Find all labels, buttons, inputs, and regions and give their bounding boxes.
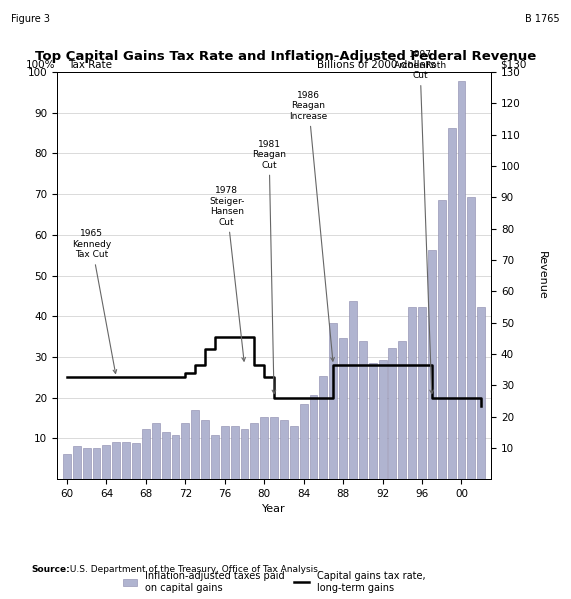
Bar bbox=[477, 307, 485, 479]
Bar bbox=[102, 444, 110, 479]
Bar bbox=[73, 446, 81, 479]
Bar bbox=[211, 435, 219, 479]
Text: Billions of 2000 dollars: Billions of 2000 dollars bbox=[317, 60, 436, 70]
Text: 1981
Reagan
Cut: 1981 Reagan Cut bbox=[252, 140, 286, 394]
Bar bbox=[260, 416, 268, 479]
Bar bbox=[152, 423, 160, 479]
Bar bbox=[251, 423, 258, 479]
Bar bbox=[399, 341, 406, 479]
Bar bbox=[329, 322, 337, 479]
Bar bbox=[270, 416, 278, 479]
Text: Top Capital Gains Tax Rate and Inflation-Adjusted Federal Revenue: Top Capital Gains Tax Rate and Inflation… bbox=[35, 50, 536, 63]
Bar bbox=[142, 429, 150, 479]
Text: Tax Rate: Tax Rate bbox=[68, 60, 112, 70]
Bar bbox=[240, 429, 248, 479]
Bar bbox=[290, 426, 297, 479]
Text: 1997
Archer-Roth
Cut: 1997 Archer-Roth Cut bbox=[393, 50, 447, 394]
Text: 1978
Steiger-
Hansen
Cut: 1978 Steiger- Hansen Cut bbox=[209, 186, 246, 361]
Text: 1965
Kennedy
Tax Cut: 1965 Kennedy Tax Cut bbox=[72, 229, 116, 373]
Bar bbox=[438, 200, 446, 479]
Bar bbox=[319, 376, 327, 479]
Bar bbox=[379, 360, 387, 479]
Text: Figure 3: Figure 3 bbox=[11, 14, 50, 25]
Bar bbox=[428, 250, 436, 479]
Text: U.S. Department of the Treasury, Office of Tax Analysis.: U.S. Department of the Treasury, Office … bbox=[67, 565, 320, 574]
Bar bbox=[83, 448, 91, 479]
Bar bbox=[112, 441, 120, 479]
Bar bbox=[457, 81, 465, 479]
Bar bbox=[300, 404, 308, 479]
Bar bbox=[280, 420, 288, 479]
Bar bbox=[191, 410, 199, 479]
Bar bbox=[418, 307, 426, 479]
Bar bbox=[448, 128, 456, 479]
Bar bbox=[309, 395, 317, 479]
Bar bbox=[122, 441, 130, 479]
Bar bbox=[231, 426, 239, 479]
Bar bbox=[369, 363, 377, 479]
Bar bbox=[162, 432, 170, 479]
Text: 1986
Reagan
Increase: 1986 Reagan Increase bbox=[289, 91, 335, 361]
Bar bbox=[359, 341, 367, 479]
X-axis label: Year: Year bbox=[262, 504, 286, 515]
Text: 100%: 100% bbox=[26, 60, 55, 70]
Legend: Inflation-adjusted taxes paid
on capital gains, Capital gains tax rate,
long-ter: Inflation-adjusted taxes paid on capital… bbox=[119, 567, 429, 597]
Text: B 1765: B 1765 bbox=[525, 14, 560, 25]
Bar bbox=[171, 435, 179, 479]
Bar bbox=[388, 347, 396, 479]
Y-axis label: Revenue: Revenue bbox=[537, 251, 547, 300]
Bar bbox=[468, 197, 475, 479]
Bar bbox=[63, 454, 71, 479]
Bar bbox=[182, 423, 189, 479]
Bar bbox=[201, 420, 209, 479]
Text: $130: $130 bbox=[500, 60, 526, 70]
Bar bbox=[339, 338, 347, 479]
Bar bbox=[349, 301, 357, 479]
Bar bbox=[408, 307, 416, 479]
Bar bbox=[93, 448, 100, 479]
Bar bbox=[221, 426, 229, 479]
Bar bbox=[132, 443, 140, 479]
Text: Source:: Source: bbox=[31, 565, 70, 574]
